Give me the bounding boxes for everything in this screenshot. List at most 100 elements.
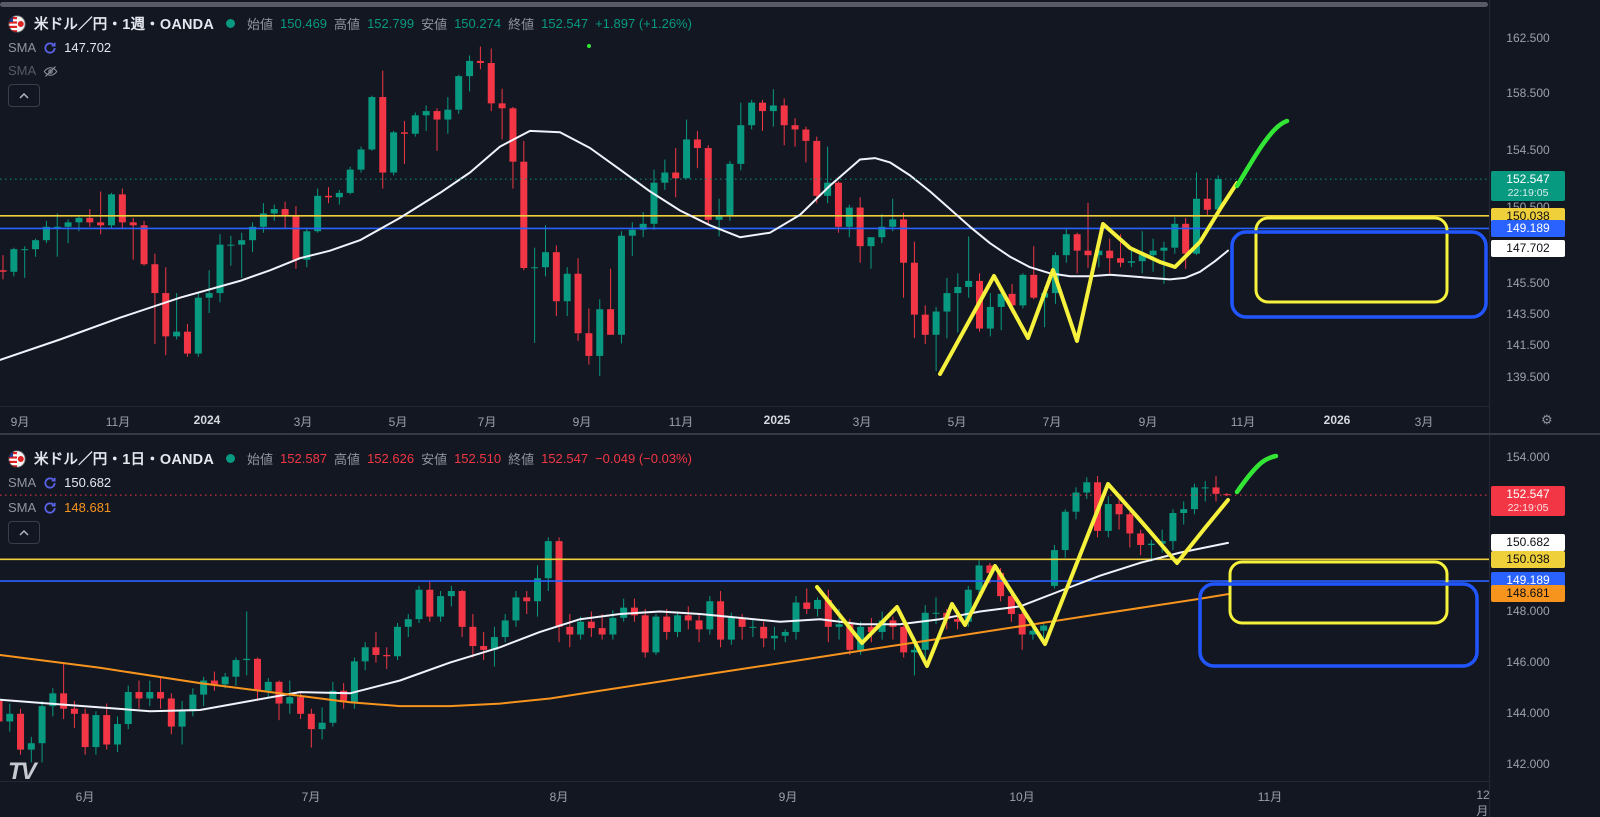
weekly-sma1-row[interactable]: SMA 147.702: [8, 40, 111, 55]
time-tick: 3月: [852, 415, 872, 429]
badge-price: 152.547: [1506, 487, 1550, 502]
ohlc-label-3: 終値: [508, 452, 535, 467]
weekly-pane-header: 米ドル／円・1週・OANDA 始値 150.469 高値 152.799 安値 150.2…: [8, 13, 692, 34]
top-scrollbar[interactable]: [0, 2, 1488, 7]
sma-line-daily-white[interactable]: [0, 541, 1229, 713]
eye-slash-hidden-icon[interactable]: [43, 64, 58, 78]
usdjpy-pair-flag-icon: [8, 15, 26, 33]
ohlc-value-2: 152.510: [454, 451, 502, 466]
price-label-badge[interactable]: 152.547 22:19:05: [1491, 171, 1565, 201]
price-axis[interactable]: 162.500 158.500 154.500 150.500 145.500 143.5…: [1490, 0, 1600, 817]
price-tick: 139.500: [1506, 370, 1550, 384]
daily-yellow-rectangle-drawing[interactable]: [1228, 560, 1449, 625]
price-label-badge[interactable]: 152.547 22:19:05: [1491, 486, 1565, 516]
daily-pane-header: 米ドル／円・1日・OANDA 始値 152.587 高値 152.626 安値 152.5…: [8, 448, 692, 469]
daily-symbol-title[interactable]: 米ドル／円・1日・OANDA: [34, 452, 215, 468]
tradingview-logo[interactable]: TV: [8, 758, 37, 785]
price-label-badge[interactable]: 147.702: [1491, 240, 1565, 257]
time-tick: 11月: [105, 415, 131, 429]
time-tick: 7月: [1042, 415, 1062, 429]
sma-label: SMA: [8, 63, 37, 78]
ohlc-value-0: 152.587: [280, 451, 328, 466]
daily-time-axis[interactable]: 6月 7月 8月 9月 10月 11月 12月: [0, 781, 1490, 817]
badge-price: 150.038: [1506, 208, 1550, 223]
time-tick: 8月: [549, 790, 569, 804]
sync-loop-icon[interactable]: [43, 476, 57, 490]
price-label-badge[interactable]: 149.189: [1491, 220, 1565, 237]
price-tick: 141.500: [1506, 338, 1550, 352]
badge-price: 149.189: [1506, 572, 1550, 587]
price-label-badge[interactable]: 150.682: [1491, 534, 1565, 551]
chevron-up-icon: [19, 529, 29, 536]
sma-line-weekly[interactable]: [0, 129, 1229, 361]
pane-divider[interactable]: [0, 433, 1600, 435]
price-tick: 144.000: [1506, 706, 1550, 720]
chevron-up-icon: [19, 92, 29, 99]
weekly-zigzag-drawing[interactable]: [938, 181, 1239, 376]
weekly-blue-rectangle-drawing[interactable]: [1230, 230, 1488, 319]
ohlc-value-3: 152.547: [541, 451, 589, 466]
market-status-dot[interactable]: [226, 454, 236, 463]
time-tick: 2026: [1323, 413, 1351, 427]
change-value: +1.897 (+1.26%): [595, 16, 692, 31]
market-status-dot[interactable]: [226, 19, 236, 28]
change-value: −0.049 (−0.03%): [595, 451, 692, 466]
price-label-badge[interactable]: 148.681: [1491, 585, 1565, 602]
time-tick: 2024: [193, 413, 221, 427]
time-tick: 9月: [10, 415, 30, 429]
ohlc-label-3: 終値: [508, 17, 535, 32]
ohlc-value-0: 150.469: [280, 16, 328, 31]
badge-price: 152.547: [1506, 172, 1550, 187]
weekly-sma2-row[interactable]: SMA: [8, 63, 58, 78]
weekly-symbol-title[interactable]: 米ドル／円・1週・OANDA: [34, 17, 215, 33]
time-tick: 10月: [1009, 790, 1035, 804]
sma-value: 147.702: [64, 40, 112, 55]
ohlc-label-0: 始値: [247, 452, 274, 467]
weekly-yellow-rectangle-drawing[interactable]: [1254, 216, 1449, 304]
ohlc-label-1: 高値: [334, 17, 361, 32]
sma-line-daily-orange[interactable]: [0, 593, 1229, 708]
time-tick: 11月: [1257, 790, 1283, 804]
badge-price: 149.189: [1506, 220, 1550, 235]
price-tick: 154.500: [1506, 143, 1550, 157]
price-tick: 154.000: [1506, 450, 1550, 464]
weekly-collapse-button[interactable]: [8, 84, 40, 107]
price-tick: 146.000: [1506, 655, 1550, 669]
time-tick: 7月: [301, 790, 321, 804]
time-tick: 7月: [477, 415, 497, 429]
daily-sma2-row[interactable]: SMA 148.681: [8, 500, 111, 515]
daily-zigzag-drawing[interactable]: [815, 482, 1230, 668]
sma-value: 150.682: [64, 475, 112, 490]
weekly-candlesticks[interactable]: [0, 46, 1489, 377]
sma-label: SMA: [8, 500, 37, 515]
daily-sma1-row[interactable]: SMA 150.682: [8, 475, 111, 490]
price-label-badge[interactable]: 150.038: [1491, 551, 1565, 568]
daily-blue-rectangle-drawing[interactable]: [1198, 582, 1479, 668]
sync-loop-icon[interactable]: [43, 41, 57, 55]
time-tick: 2025: [763, 413, 791, 427]
price-tick: 158.500: [1506, 86, 1550, 100]
price-label-badge[interactable]: 149.189: [1491, 572, 1565, 589]
time-tick: 6月: [75, 790, 95, 804]
daily-candlesticks[interactable]: [0, 475, 1489, 763]
price-tick: 145.500: [1506, 276, 1550, 290]
sync-loop-icon[interactable]: [43, 501, 57, 515]
daily-green-arrow-drawing[interactable]: [1234, 453, 1279, 495]
ohlc-label-2: 安値: [421, 17, 448, 32]
badge-price: 147.702: [1506, 240, 1550, 255]
weekly-green-arrow-drawing[interactable]: [1234, 118, 1290, 189]
time-axis-settings-gear-icon[interactable]: ⚙: [1541, 412, 1553, 427]
daily-collapse-button[interactable]: [8, 521, 40, 544]
time-tick: 3月: [293, 415, 313, 429]
ohlc-label-2: 安値: [421, 452, 448, 467]
badge-price: 150.682: [1506, 534, 1550, 549]
price-tick: 162.500: [1506, 31, 1550, 45]
weekly-time-axis[interactable]: 9月 11月 2024 3月 5月 7月 9月 11月 2025 3月 5月 7月 9月 11月 2026 3…: [0, 406, 1489, 434]
ohlc-value-1: 152.799: [367, 16, 415, 31]
time-tick: 5月: [388, 415, 408, 429]
time-tick: 11月: [668, 415, 694, 429]
price-tick: 142.000: [1506, 757, 1550, 771]
ohlc-label-1: 高値: [334, 452, 361, 467]
